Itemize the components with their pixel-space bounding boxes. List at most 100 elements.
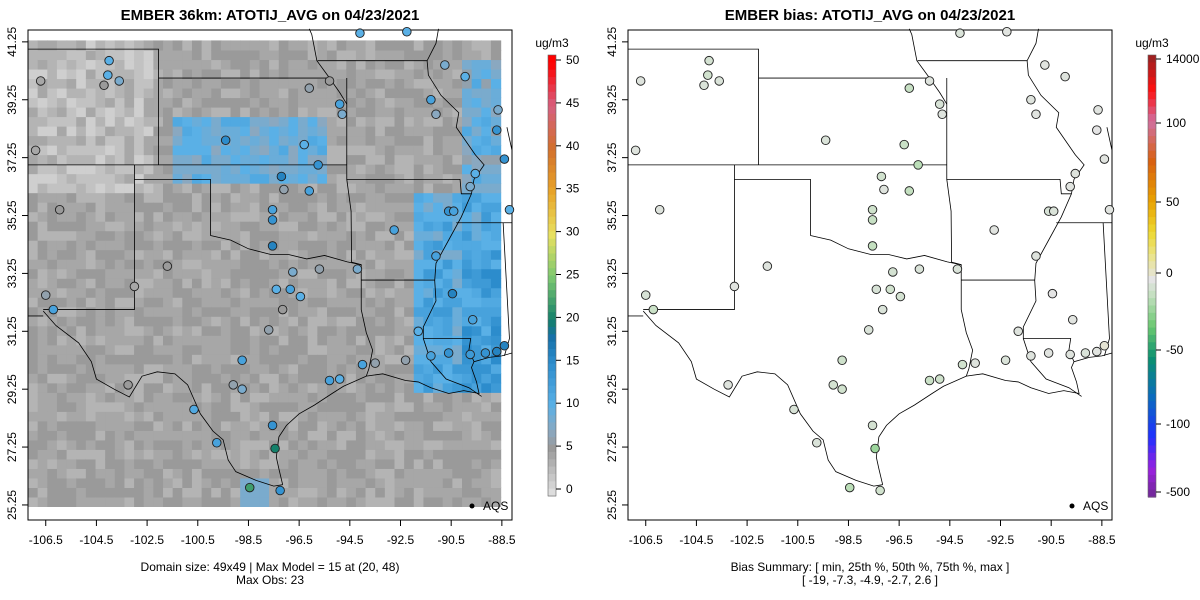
grid-cell — [404, 382, 415, 393]
grid-cell — [220, 449, 232, 460]
grid-cell — [240, 420, 251, 431]
grid-cell — [143, 344, 154, 355]
grid-cell — [481, 259, 492, 270]
grid-cell — [442, 116, 453, 127]
grid-cell — [365, 126, 376, 137]
grid-cell — [307, 211, 318, 222]
grid-cell — [471, 449, 482, 460]
grid-cell — [259, 354, 270, 365]
grid-cell — [191, 354, 203, 365]
grid-cell — [481, 401, 492, 412]
grid-cell — [201, 183, 212, 194]
grid-cell — [114, 430, 126, 441]
grid-cell — [442, 40, 453, 51]
grid-cell — [37, 135, 48, 146]
grid-cell — [66, 392, 77, 403]
grid-cell — [452, 278, 463, 289]
grid-cell — [355, 40, 367, 51]
boundary-line — [642, 310, 883, 487]
grid-cell — [124, 420, 135, 431]
grid-cell — [95, 59, 106, 70]
grid-cell — [433, 268, 444, 279]
grid-cell — [211, 382, 222, 393]
grid-cell — [182, 173, 193, 184]
grid-cell — [259, 116, 270, 127]
grid-cell — [134, 221, 145, 232]
grid-cell — [278, 116, 290, 127]
footer-line-1: Domain size: 49x49 | Max Model = 15 at (… — [141, 560, 400, 574]
bias-station-point — [714, 76, 724, 86]
grid-cell — [76, 240, 87, 251]
grid-cell — [143, 401, 154, 412]
grid-cell — [153, 344, 164, 355]
grid-cell — [211, 278, 222, 289]
grid-cell — [433, 49, 444, 61]
grid-cell — [143, 259, 154, 270]
grid-cell — [375, 240, 386, 251]
grid-cell — [249, 97, 261, 108]
grid-cell — [278, 439, 290, 450]
grid-cell — [163, 430, 174, 441]
grid-cell — [95, 411, 106, 422]
bias-station-point — [630, 145, 641, 156]
grid-cell — [249, 449, 261, 460]
grid-cell — [143, 78, 154, 89]
grid-cell — [462, 135, 473, 146]
grid-cell — [413, 373, 425, 384]
grid-cell — [163, 354, 174, 365]
grid-cell — [442, 468, 453, 479]
grid-cell — [124, 145, 135, 156]
grid-cell — [182, 325, 193, 336]
grid-cell — [462, 411, 473, 422]
obs-station-point — [467, 314, 478, 325]
grid-cell — [288, 306, 299, 317]
grid-cell — [47, 183, 58, 194]
grid-cell — [433, 87, 444, 99]
grid-cell — [375, 145, 386, 156]
grid-cell — [365, 468, 376, 479]
grid-cell — [105, 87, 116, 99]
grid-cell — [153, 496, 164, 507]
grid-cell — [278, 382, 290, 393]
grid-cell — [452, 287, 463, 298]
y-tick-label: 39.25 — [605, 84, 619, 114]
grid-cell — [124, 87, 135, 99]
grid-cell — [259, 59, 270, 70]
grid-cell — [481, 430, 492, 441]
grid-cell — [28, 154, 39, 165]
grid-cell — [143, 202, 154, 213]
grid-cell — [220, 59, 232, 70]
grid-cell — [28, 278, 39, 289]
grid-cell — [317, 325, 328, 336]
grid-cell — [355, 420, 367, 431]
grid-cell — [76, 411, 87, 422]
grid-cell — [317, 430, 328, 441]
grid-cell — [278, 154, 290, 165]
grid-cell — [163, 59, 174, 70]
grid-cell — [172, 87, 183, 99]
colorbar-segment — [548, 481, 556, 490]
grid-cell — [490, 116, 502, 127]
grid-cell — [153, 401, 164, 412]
grid-cell — [404, 40, 415, 51]
grid-cell — [191, 344, 203, 355]
grid-cell — [365, 154, 376, 165]
bias-station-point — [1000, 355, 1011, 365]
colorbar-segment — [1148, 150, 1156, 159]
grid-cell — [56, 68, 68, 80]
grid-cell — [201, 78, 212, 89]
grid-cell — [471, 363, 482, 374]
grid-cell — [66, 154, 77, 165]
grid-cell — [114, 306, 126, 317]
grid-cell — [442, 430, 453, 441]
grid-cell — [153, 230, 164, 241]
bias-station-point — [1026, 351, 1036, 361]
grid-cell — [220, 126, 232, 137]
grid-cell — [336, 116, 347, 127]
grid-cell — [211, 173, 222, 184]
grid-cell — [220, 68, 232, 80]
grid-cell — [163, 382, 174, 393]
grid-cell — [220, 297, 232, 308]
grid-cell — [85, 268, 97, 279]
grid-cell — [317, 354, 328, 365]
